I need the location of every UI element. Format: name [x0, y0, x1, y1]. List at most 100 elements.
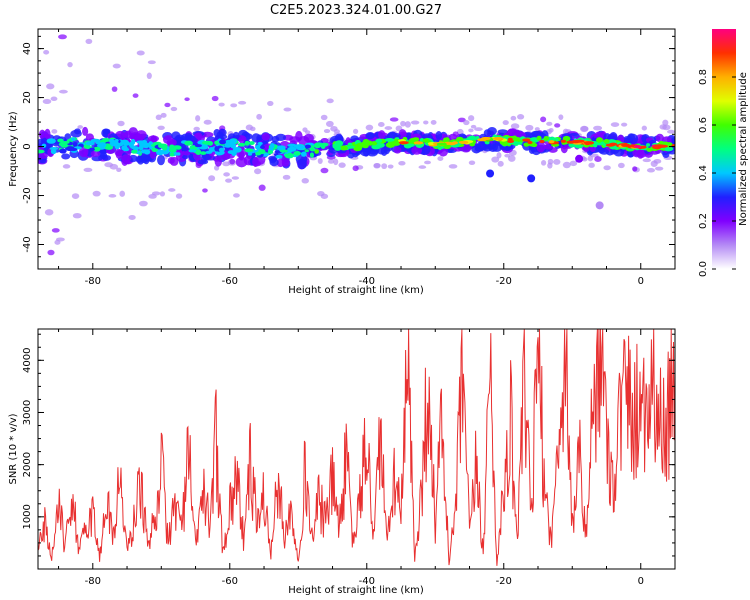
spectral-core [131, 149, 138, 154]
spectral-core [169, 152, 175, 157]
spectral-speckle [155, 114, 162, 121]
spectral-core [371, 140, 378, 146]
spectral-speckle [470, 124, 477, 129]
spectral-speckle [104, 162, 114, 168]
spectral-speckle [136, 50, 145, 56]
spectral-core [471, 139, 477, 144]
spectral-speckle [233, 193, 240, 198]
spectral-speckle [510, 123, 520, 130]
spectral-speckle [320, 193, 329, 199]
spectral-speckle [92, 190, 101, 197]
spectral-feature [575, 154, 584, 163]
spectral-core [41, 143, 47, 148]
spectral-blob [632, 148, 642, 158]
spectral-speckle [238, 100, 247, 105]
spectral-speckle [218, 102, 225, 107]
spectral-blob [252, 156, 260, 167]
spectral-speckle [230, 103, 238, 108]
spectral-speckle [418, 165, 427, 169]
spectral-speckle [258, 184, 266, 191]
spectral-speckle [225, 178, 233, 183]
spectral-blob [655, 133, 664, 143]
spectral-speckle [468, 128, 474, 133]
spectral-speckle [302, 127, 308, 133]
spectral-core [287, 152, 293, 157]
spectral-core [385, 142, 396, 148]
spectral-speckle [193, 126, 200, 132]
spectral-core [218, 147, 225, 152]
spectral-core [334, 146, 342, 151]
spectral-core [168, 147, 177, 153]
spectral-core [184, 140, 193, 146]
spectral-speckle [448, 164, 458, 169]
spectral-core [114, 143, 121, 150]
spectral-core [407, 143, 415, 148]
spectral-core [257, 141, 263, 146]
spectral-blob [365, 132, 375, 140]
spectral-speckle [404, 121, 411, 128]
spectral-speckle [211, 95, 219, 102]
spectral-blob [214, 156, 222, 167]
colorbar-tick-label: 0.6 [698, 117, 709, 133]
spectral-core [517, 141, 523, 145]
spectral-core [313, 142, 322, 149]
colorbar-tick-label: 0.2 [698, 213, 709, 229]
colorbar-tick-label: 0.0 [698, 261, 709, 277]
spectrogram-frame [37, 28, 676, 270]
spectral-core [50, 148, 57, 155]
spectral-core [224, 142, 235, 147]
snr-ytick-label: 3000 [22, 400, 33, 425]
spectral-speckle [301, 178, 309, 184]
spectral-blob [378, 130, 386, 140]
spectral-core [90, 138, 101, 143]
spectral-speckle [325, 120, 334, 127]
spectral-speckle [58, 89, 68, 94]
spectrogram-ylabel: Frequency (Hz) [8, 111, 19, 187]
spectral-core [412, 137, 420, 141]
spectral-speckle [546, 121, 553, 126]
spectral-blob [536, 141, 546, 153]
spectral-core [259, 145, 265, 149]
spectral-blob [275, 133, 287, 142]
spectral-feature [595, 201, 604, 210]
spectral-speckle [587, 155, 594, 162]
spectral-core [160, 148, 170, 155]
spectral-core [247, 152, 253, 156]
spectral-core [321, 142, 329, 147]
spectral-speckle [146, 72, 152, 80]
spectral-blob [171, 131, 181, 140]
spectral-blob [622, 136, 633, 145]
colorbar: 0.0 0.2 0.4 0.6 0.8 Normalized spectral ampl… [698, 29, 749, 277]
spectral-speckle [132, 93, 139, 98]
spectral-speckle [326, 98, 334, 104]
spectral-speckle [147, 60, 156, 65]
spectral-core [249, 141, 255, 146]
spectral-blob [251, 133, 261, 143]
spectral-core [663, 141, 669, 145]
snr-ytick-label: 1000 [22, 504, 33, 529]
spectral-speckle [525, 124, 534, 131]
colorbar-tick-label: 0.8 [698, 69, 709, 85]
spectral-speckle [558, 114, 564, 120]
spectral-core [422, 138, 430, 143]
snr-xtick-label: -60 [222, 576, 238, 587]
spectral-peak [605, 143, 615, 147]
spectral-speckle [497, 160, 504, 167]
spectral-core [279, 149, 289, 153]
colorbar-tick-label: 0.4 [698, 165, 709, 181]
spectral-speckle [423, 120, 429, 125]
spectral-speckle [43, 49, 50, 55]
spectral-speckle [400, 120, 406, 127]
spectral-core [362, 139, 370, 144]
spectral-core [142, 142, 150, 149]
spectrogram-xtick-label: -20 [496, 276, 512, 287]
spectral-speckle [139, 200, 148, 207]
spectral-speckle [117, 120, 125, 127]
spectral-core [57, 138, 64, 143]
snr-xtick-label: -20 [496, 576, 512, 587]
spectral-speckle [47, 249, 55, 256]
spectral-speckle [231, 176, 240, 180]
spectral-core [663, 146, 674, 152]
spectral-core [523, 142, 530, 147]
spectral-speckle [621, 122, 628, 127]
